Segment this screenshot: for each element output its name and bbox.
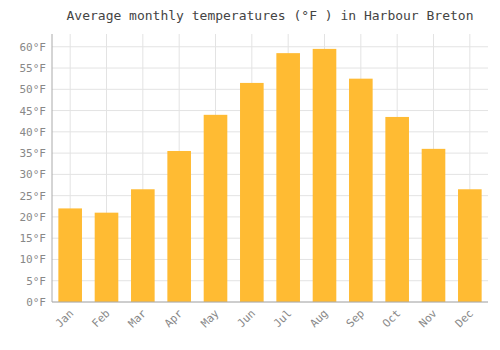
y-grid-line — [52, 46, 488, 47]
x-tick-label: Feb — [89, 307, 112, 330]
y-tick-label: 10°F — [20, 253, 47, 266]
bar — [131, 189, 155, 302]
x-tick-label: Jan — [53, 307, 76, 330]
x-tick-label: Jul — [271, 307, 294, 330]
bar — [313, 49, 337, 302]
axes: 0°F 5°F 10°F 15°F 20°F 25°F 30°F 35°F 40°F 45°F 50… — [20, 41, 476, 330]
x-axis-line — [52, 302, 488, 303]
y-tick-label: 15°F — [20, 232, 47, 245]
y-grid-line — [52, 89, 488, 90]
bar — [422, 149, 446, 302]
y-tick-label: 40°F — [20, 126, 47, 139]
x-tick-label: Nov — [416, 307, 440, 331]
chart-container: Average monthly temperatures (°F ) in Ha… — [0, 0, 500, 350]
y-tick-label: 0°F — [26, 296, 46, 309]
y-axis-line — [52, 34, 53, 302]
x-tick-label: Dec — [453, 307, 476, 330]
x-tick-label: Jun — [235, 307, 258, 330]
y-tick-label: 25°F — [20, 190, 47, 203]
bar — [95, 213, 119, 302]
bar — [167, 151, 191, 302]
y-grid-line — [52, 302, 488, 303]
x-tick-label: Aug — [307, 307, 330, 330]
y-grid-line — [52, 131, 488, 132]
x-tick-label: Sep — [344, 307, 367, 330]
bar — [204, 115, 228, 302]
y-tick-label: 60°F — [20, 41, 47, 54]
x-tick-label: Oct — [380, 307, 403, 330]
bar — [458, 189, 482, 302]
y-tick-label: 55°F — [20, 62, 47, 75]
y-tick-label: 5°F — [26, 275, 46, 288]
y-tick-label: 30°F — [20, 168, 47, 181]
x-tick-label: Mar — [126, 307, 150, 331]
bar — [58, 208, 82, 302]
y-tick-label: 50°F — [20, 83, 47, 96]
y-tick-label: 35°F — [20, 147, 47, 160]
bar — [349, 79, 373, 302]
chart-svg: Average monthly temperatures (°F ) in Ha… — [0, 0, 500, 350]
chart-title: Average monthly temperatures (°F ) in Ha… — [67, 8, 474, 23]
x-tick-label: May — [198, 307, 222, 331]
grid — [52, 34, 488, 302]
y-tick-label: 45°F — [20, 105, 47, 118]
bar — [276, 53, 300, 302]
y-tick-label: 20°F — [20, 211, 47, 224]
y-grid-line — [52, 110, 488, 111]
y-grid-line — [52, 68, 488, 69]
bars — [58, 49, 481, 302]
bar — [385, 117, 409, 302]
bar — [240, 83, 264, 302]
x-tick-label: Apr — [162, 307, 186, 331]
